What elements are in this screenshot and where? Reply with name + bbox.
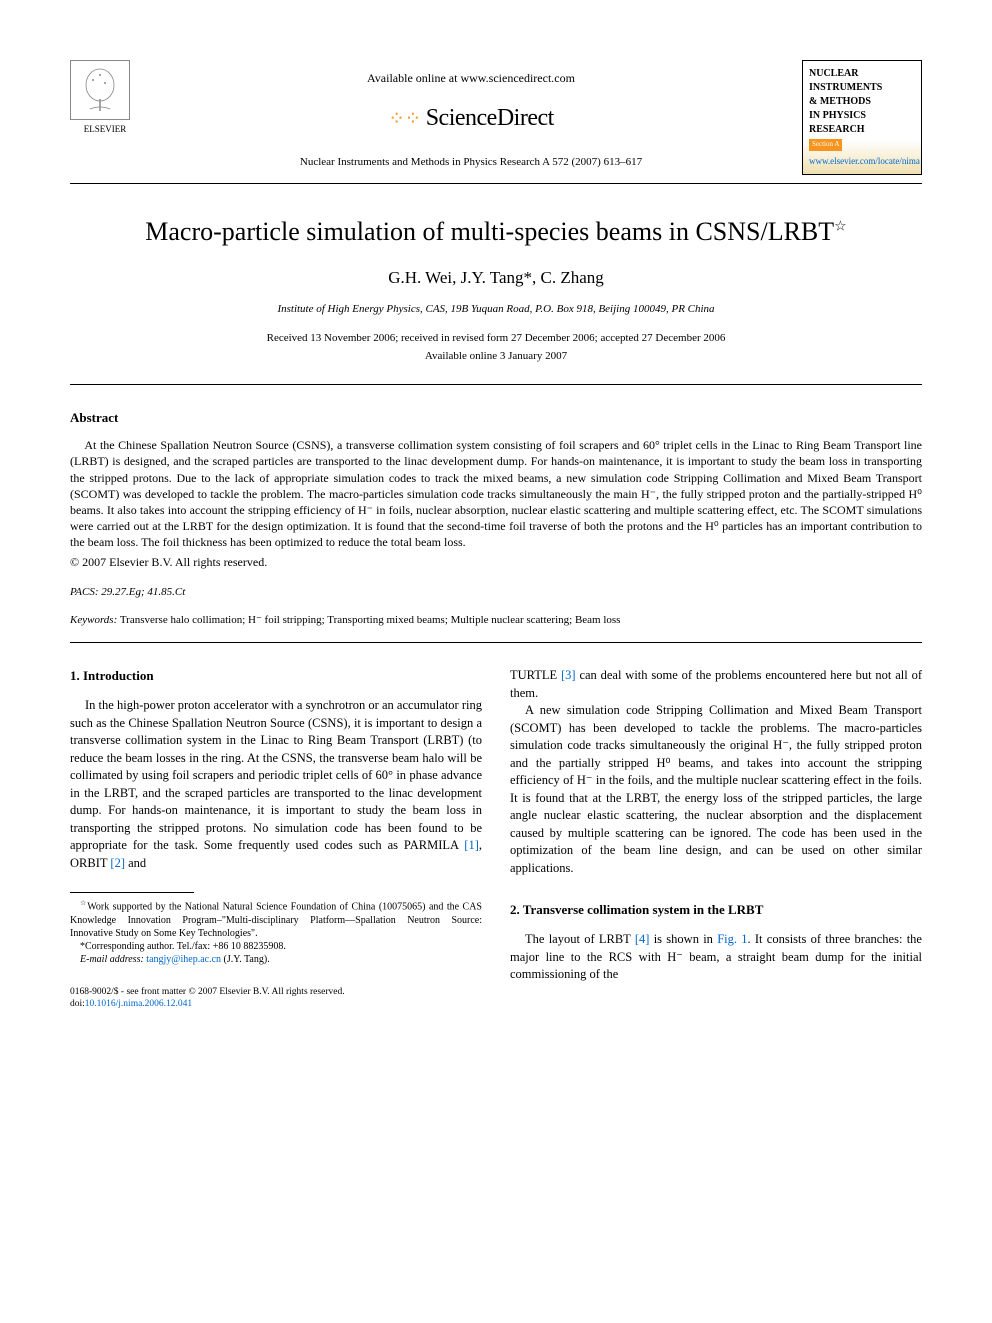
footnotes: ☆Work supported by the National Natural …: [70, 899, 482, 965]
footnote-star: ☆Work supported by the National Natural …: [70, 899, 482, 939]
s2-text1: The layout of LRBT: [525, 932, 635, 946]
center-header: Available online at www.sciencedirect.co…: [140, 60, 802, 171]
elsevier-logo: ELSEVIER: [70, 60, 140, 136]
sciencedirect-text: ScienceDirect: [426, 105, 554, 131]
authors: G.H. Wei, J.Y. Tang*, C. Zhang: [70, 266, 922, 290]
footnote-separator: [70, 892, 194, 893]
badge-line5: RESEARCH: [809, 123, 915, 137]
abstract-body: At the Chinese Spallation Neutron Source…: [70, 437, 922, 550]
title-footnote-star: ☆: [834, 219, 847, 234]
sd-dots-icon: ⁘⁘: [388, 108, 421, 130]
fig-link-1[interactable]: Fig. 1: [717, 932, 747, 946]
footer: 0168-9002/$ - see front matter © 2007 El…: [70, 986, 482, 1011]
abstract-section: Abstract At the Chinese Spallation Neutr…: [70, 409, 922, 628]
section1-para1-cont: TURTLE [3] can deal with some of the pro…: [510, 667, 922, 702]
badge-line1: NUCLEAR: [809, 67, 915, 81]
keywords-row: Keywords: Transverse halo collimation; H…: [70, 613, 922, 628]
footer-doi: doi:10.1016/j.nima.2006.12.041: [70, 998, 482, 1010]
keywords-text: Transverse halo collimation; H⁻ foil str…: [120, 614, 621, 626]
copyright: © 2007 Elsevier B.V. All rights reserved…: [70, 554, 922, 571]
elsevier-tree-icon: [70, 60, 130, 120]
available-online-text: Available online at www.sciencedirect.co…: [140, 70, 802, 87]
section1-para2: A new simulation code Stripping Collimat…: [510, 702, 922, 877]
email-link[interactable]: tangjy@ihep.ac.cn: [146, 954, 221, 965]
header-row: ELSEVIER Available online at www.science…: [70, 60, 922, 175]
email-suffix: (J.Y. Tang).: [224, 954, 270, 965]
doi-label: doi:: [70, 999, 85, 1009]
left-column: 1. Introduction In the high-power proton…: [70, 667, 482, 1010]
s2-mid4: is shown in: [649, 932, 717, 946]
header-rule: [70, 183, 922, 184]
badge-line4: IN PHYSICS: [809, 109, 915, 123]
badge-line2: INSTRUMENTS: [809, 81, 915, 95]
elsevier-text: ELSEVIER: [70, 123, 140, 136]
s1-text1: In the high-power proton accelerator wit…: [70, 698, 482, 852]
section2-heading: 2. Transverse collimation system in the …: [510, 901, 922, 919]
affiliation: Institute of High Energy Physics, CAS, 1…: [70, 302, 922, 317]
available-date: Available online 3 January 2007: [70, 349, 922, 364]
badge-section: Section A: [809, 139, 842, 151]
ref-link-4[interactable]: [4]: [635, 932, 650, 946]
s1-cont: TURTLE: [510, 668, 561, 682]
s1-mid2: and: [125, 856, 146, 870]
abstract-rule-bottom: [70, 642, 922, 643]
page-container: ELSEVIER Available online at www.science…: [0, 0, 992, 1050]
abstract-text: At the Chinese Spallation Neutron Source…: [70, 437, 922, 550]
pacs: PACS: 29.27.Eg; 41.85.Ct: [70, 585, 922, 600]
footnote-star-text: Work supported by the National Natural S…: [70, 902, 482, 939]
keywords-label: Keywords:: [70, 614, 117, 626]
footer-line1: 0168-9002/$ - see front matter © 2007 El…: [70, 986, 482, 998]
footnote-corresponding: *Corresponding author. Tel./fax: +86 10 …: [70, 940, 482, 953]
section2-para1: The layout of LRBT [4] is shown in Fig. …: [510, 931, 922, 984]
badge-line3: & METHODS: [809, 95, 915, 109]
abstract-rule-top: [70, 384, 922, 385]
received-dates: Received 13 November 2006; received in r…: [70, 331, 922, 346]
title-text: Macro-particle simulation of multi-speci…: [145, 217, 834, 246]
section1-para1: In the high-power proton accelerator wit…: [70, 697, 482, 872]
ref-link-1[interactable]: [1]: [464, 838, 479, 852]
footnote-email: E-mail address: tangjy@ihep.ac.cn (J.Y. …: [70, 953, 482, 966]
doi-link[interactable]: 10.1016/j.nima.2006.12.041: [85, 999, 192, 1009]
sciencedirect-logo: ⁘⁘ScienceDirect: [140, 102, 802, 136]
journal-badge: NUCLEAR INSTRUMENTS & METHODS IN PHYSICS…: [802, 60, 922, 175]
journal-reference: Nuclear Instruments and Methods in Physi…: [140, 155, 802, 170]
ref-link-2[interactable]: [2]: [110, 856, 125, 870]
ref-link-3[interactable]: [3]: [561, 668, 576, 682]
journal-link[interactable]: www.elsevier.com/locate/nima: [809, 155, 915, 168]
section1-heading: 1. Introduction: [70, 667, 482, 685]
email-label: E-mail address:: [80, 954, 144, 965]
article-title: Macro-particle simulation of multi-speci…: [70, 214, 922, 250]
abstract-heading: Abstract: [70, 409, 922, 427]
right-column: TURTLE [3] can deal with some of the pro…: [510, 667, 922, 1010]
body-columns: 1. Introduction In the high-power proton…: [70, 667, 922, 1010]
